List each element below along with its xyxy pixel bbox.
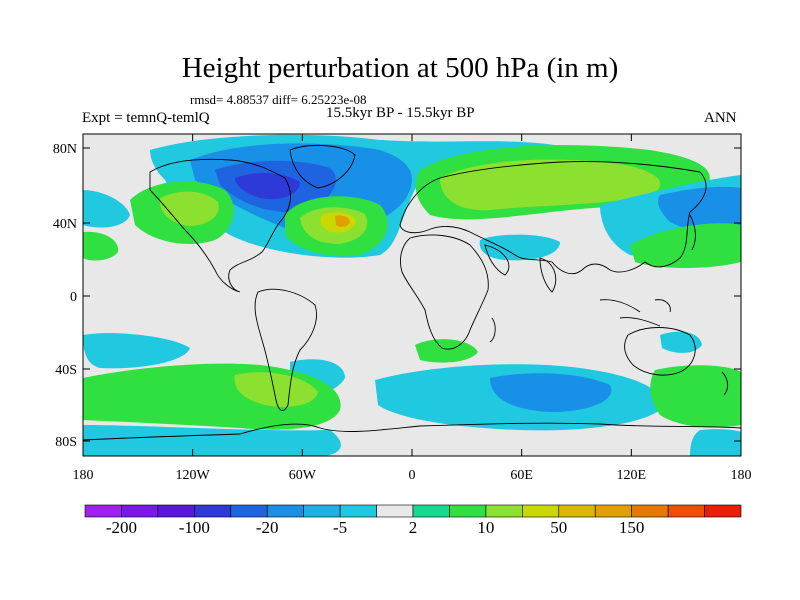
lon-tick-label: 120W [176, 468, 211, 483]
colorbar-swatch [558, 504, 596, 518]
coastline-australia [624, 327, 696, 376]
coastline-antarctica [83, 422, 741, 441]
lat-tick-label: 80N [53, 142, 77, 157]
coastline-se-asia [599, 299, 671, 327]
season-label: ANN [704, 110, 737, 126]
period-label: 15.5kyr BP - 15.5kyr BP [326, 105, 475, 121]
colorbar-label: -5 [333, 518, 347, 537]
coastline-arabia-india [484, 244, 557, 293]
coastline-africa [399, 234, 489, 350]
lon-tick-label: 60W [289, 468, 317, 483]
stats-text: rmsd= 4.88537 diff= 6.25223e-08 [190, 92, 367, 107]
colorbar-swatch [376, 504, 414, 518]
colorbar-label: 10 [477, 518, 494, 537]
colorbar-swatch [230, 504, 268, 518]
colorbar-swatch [704, 504, 742, 518]
lat-tick-label: 40N [53, 217, 77, 232]
colorbar-swatch [449, 504, 487, 518]
contour-blue-indian [490, 373, 612, 412]
contour-blue-far-west [83, 190, 130, 228]
coastline-new-zealand [721, 371, 729, 396]
colorbar-label: -200 [106, 518, 137, 537]
colorbar-swatch [303, 504, 341, 518]
colorbar-label: -20 [256, 518, 279, 537]
colorbar-swatch [522, 504, 560, 518]
map-title: Height perturbation at 500 hPa (in m) [181, 52, 619, 84]
colorbar-swatch [194, 504, 232, 518]
coastline-japan [689, 214, 696, 251]
lon-tick-label: 180 [73, 468, 94, 483]
colorbar [84, 504, 742, 518]
colorbar-swatch [339, 504, 377, 518]
experiment-label: Expt = temnQ-temlQ [82, 110, 210, 126]
coastline-south-america [254, 288, 317, 411]
coastline-eurasia [399, 161, 707, 275]
contour-darkest-blue-north [235, 173, 300, 200]
coastline-madagascar [489, 317, 496, 343]
lat-tick-label: 80S [55, 435, 77, 450]
contour-blue-mideast [479, 234, 560, 261]
colorbar-swatch [485, 504, 523, 518]
coastline-north-america [149, 158, 291, 293]
lat-tick-label: 40S [55, 363, 77, 378]
tick-label-layer: 180 120W 60W 0 60E 120E 180 80N 40N 0 40S 80S [53, 142, 752, 483]
colorbar-label: 2 [409, 518, 418, 537]
colorbar-label: -100 [179, 518, 210, 537]
lon-tick-label: 60E [510, 468, 533, 483]
contour-blue-south-pacific [83, 333, 190, 369]
contour-green-far-east-south [650, 365, 741, 428]
contour-blue-south-belt [83, 425, 341, 456]
colorbar-swatch [84, 504, 122, 518]
colorbar-swatch [631, 504, 669, 518]
colorbar-swatch [121, 504, 159, 518]
colorbar-swatch [266, 504, 304, 518]
coastline-layer [83, 145, 741, 441]
lon-tick-label: 180 [731, 468, 752, 483]
contour-blue-far-east-south [690, 429, 741, 456]
coastline-greenland [289, 145, 356, 189]
lat-tick-label: 0 [70, 290, 77, 305]
colorbar-swatch [667, 504, 705, 518]
lon-tick-label: 0 [409, 468, 416, 483]
contour-yellowgreen-south [234, 372, 318, 407]
contour-yellowgreen-eurasia [440, 159, 661, 211]
colorbar-swatch [594, 504, 632, 518]
tick-layer [82, 134, 742, 456]
colorbar-labels: -200 -100 -20 -5 2 10 50 150 [106, 518, 645, 537]
lon-tick-label: 120E [617, 468, 647, 483]
contour-orange-atlantic [335, 215, 350, 227]
colorbar-label: 150 [619, 518, 645, 537]
colorbar-swatch [412, 504, 450, 518]
colorbar-label: 50 [550, 518, 567, 537]
contour-green-far-west [83, 231, 119, 261]
colorbar-swatch [157, 504, 195, 518]
contour-green-s-africa [415, 339, 478, 363]
